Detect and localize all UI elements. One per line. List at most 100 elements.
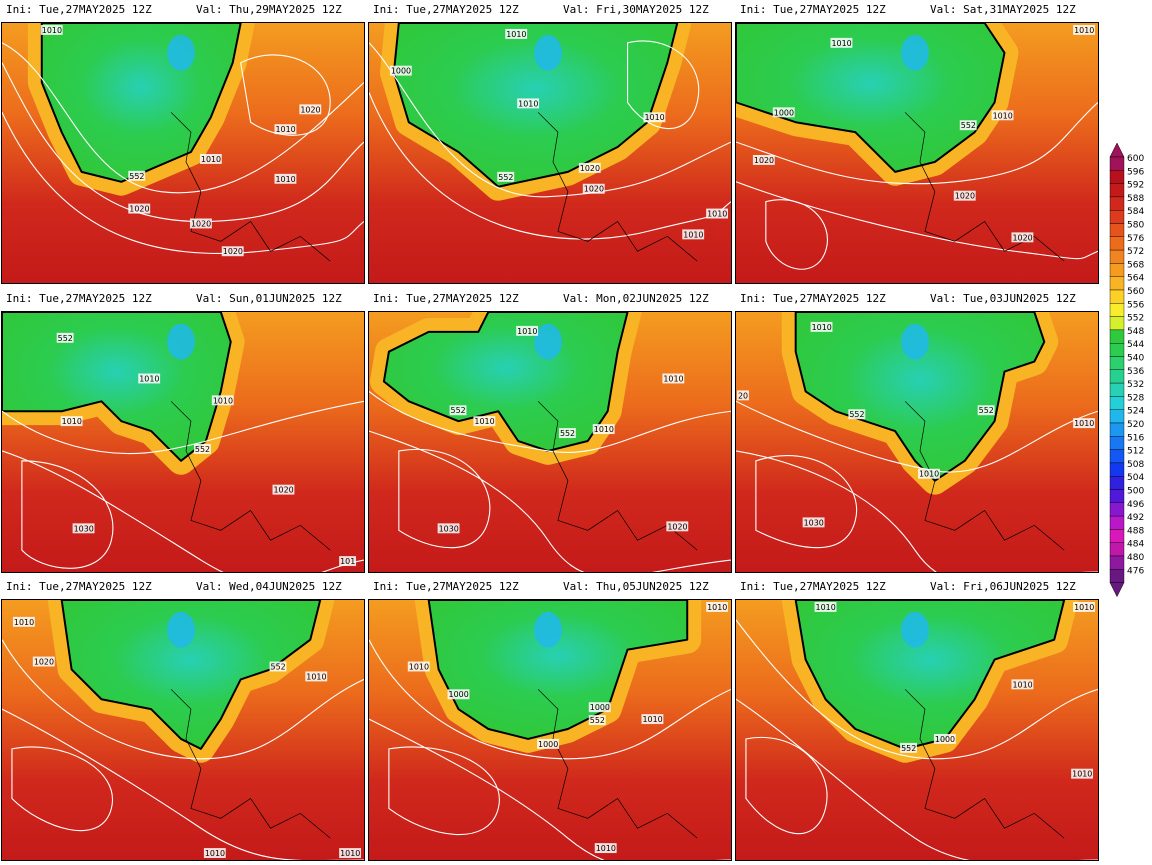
- colorbar-swatch: [1109, 183, 1125, 198]
- colorbar-swatch: [1109, 476, 1125, 490]
- cold-core: [901, 323, 929, 360]
- colorbar-tick-label: 536: [1127, 367, 1144, 377]
- panel-header: Ini: Tue,27MAY2025 12Z Val: Wed,04JUN2025…: [0, 577, 366, 597]
- forecast-map: 1010 1020 1010 1010 1020 1010 552 1020 1020: [1, 22, 365, 284]
- forecast-map: 552 1010 1010 1010 552 1020 1030 101: [1, 311, 365, 573]
- height-contour-label: 552: [979, 406, 994, 415]
- isobar-line: [21, 460, 114, 569]
- isobar-label: 1020: [34, 658, 54, 667]
- isobar-label: 1010: [205, 849, 225, 858]
- trough-552-contour: [60, 600, 322, 750]
- colorbar-swatch: [1109, 289, 1125, 304]
- colorbar-swatch: [1109, 196, 1125, 211]
- colorbar-tick-label: 484: [1127, 540, 1144, 550]
- isobar-label: 1010: [474, 417, 494, 426]
- isobar-label: 1010: [1074, 26, 1094, 35]
- coastline: [537, 112, 698, 262]
- map-panel: Ini: Tue,27MAY2025 12Z Val: Sat,31MAY2025…: [734, 0, 1100, 288]
- isobar-line: [369, 390, 731, 453]
- colorbar-swatch: [1109, 342, 1125, 357]
- panel-header: Ini: Tue,27MAY2025 12Z Val: Fri,30MAY2025…: [367, 0, 733, 20]
- height-contour-label: 552: [195, 445, 210, 454]
- valid-time-label: Val: Mon,02JUN2025 12Z: [563, 292, 709, 305]
- isobar-label: 1010: [644, 113, 664, 122]
- valid-time-label: Val: Fri,06JUN2025 12Z: [930, 580, 1076, 593]
- colorbar-tick-label: 592: [1127, 181, 1144, 191]
- valid-time-label: Val: Thu,29MAY2025 12Z: [196, 3, 342, 16]
- colorbar-tick-label: 500: [1127, 487, 1144, 497]
- colorbar-swatch: [1109, 542, 1125, 557]
- panel-header: Ini: Tue,27MAY2025 12Z Val: Sun,01JUN2025…: [0, 289, 366, 309]
- colorbar-tick-label: 556: [1127, 300, 1144, 310]
- isobar-label: 1020: [584, 185, 604, 194]
- height-contour-label: 552: [590, 716, 605, 725]
- isobar-label: 1010: [1074, 419, 1094, 428]
- cold-core: [901, 611, 929, 648]
- isobar-label: 1020: [754, 156, 774, 165]
- isobar-label: 1020: [191, 219, 211, 228]
- colorbar-tick-label: 568: [1127, 260, 1144, 270]
- isobar-label: 1010: [707, 210, 727, 219]
- isobar-line: [398, 448, 491, 549]
- isobar-line: [369, 639, 731, 760]
- colorbar-tick-label: 524: [1127, 407, 1144, 417]
- cold-core: [534, 611, 562, 648]
- colorbar-tick-label: 480: [1127, 553, 1144, 563]
- colorbar-tick-label: 576: [1127, 234, 1144, 244]
- init-time-label: Ini: Tue,27MAY2025 12Z: [740, 580, 886, 593]
- colorbar-up-arrow: [1109, 142, 1125, 158]
- colorbar-swatch: [1109, 409, 1125, 424]
- colorbar-tick-label: 496: [1127, 500, 1144, 510]
- panel-header: Ini: Tue,27MAY2025 12Z Val: Thu,29MAY2025…: [0, 0, 366, 20]
- isobar-label: 1020: [129, 205, 149, 214]
- colorbar-tick-label: 544: [1127, 340, 1144, 350]
- coastline: [904, 689, 1065, 839]
- colorbar-tick-label: 560: [1127, 287, 1144, 297]
- isobar-line: [388, 746, 500, 836]
- isobar-label: 1010: [707, 603, 727, 612]
- colorbar-swatch: [1109, 170, 1125, 184]
- colorbar-swatch: [1109, 396, 1125, 410]
- map-panel: Ini: Tue,27MAY2025 12Z Val: Thu,05JUN2025…: [367, 577, 733, 865]
- colorbar-tick-label: 600: [1127, 154, 1144, 164]
- cold-core: [534, 323, 562, 360]
- isobar-label: 1010: [831, 39, 851, 48]
- coastline: [170, 689, 331, 839]
- isobar-line: [736, 450, 1098, 572]
- colorbar-swatch: [1109, 436, 1125, 450]
- isobar-label: 1000: [774, 108, 794, 117]
- isobar-label: 1020: [1012, 233, 1032, 242]
- isobar-label: 1010: [1072, 770, 1092, 779]
- isobar-line: [2, 708, 364, 860]
- init-time-label: Ini: Tue,27MAY2025 12Z: [6, 292, 152, 305]
- height-contour-label: 552: [961, 121, 976, 130]
- coastline: [904, 112, 1065, 262]
- isobar-label: 1000: [590, 703, 610, 712]
- forecast-map: 1010 552 552 1010 1030 1010 20: [735, 311, 1099, 573]
- init-time-label: Ini: Tue,27MAY2025 12Z: [740, 3, 886, 16]
- colorbar-tick-label: 584: [1127, 207, 1144, 217]
- isobar-label: 1010: [340, 849, 360, 858]
- map-panel: Ini: Tue,27MAY2025 12Z Val: Fri,30MAY2025…: [367, 0, 733, 288]
- coastline: [904, 401, 1065, 551]
- isobar-label: 1010: [596, 844, 616, 853]
- colorbar-swatch: [1109, 276, 1125, 291]
- panel-header: Ini: Tue,27MAY2025 12Z Val: Mon,02JUN2025…: [367, 289, 733, 309]
- colorbar-swatch: [1109, 263, 1125, 277]
- forecast-map: 1010 1000 1010 552 1010 1020 1020 1020: [735, 22, 1099, 284]
- isobar-line: [736, 181, 1098, 260]
- colorbar-swatch: [1109, 422, 1125, 437]
- isobar-label: 1020: [300, 105, 320, 114]
- height-contour-label: 552: [271, 662, 286, 671]
- isobar-label: 1010: [812, 323, 832, 332]
- isobar-line: [369, 430, 731, 572]
- map-panel: Ini: Tue,27MAY2025 12Z Val: Wed,04JUN2025…: [0, 577, 366, 865]
- height-contour-label: 552: [560, 429, 575, 438]
- isobar-label: 1010: [518, 99, 538, 108]
- isobar-label: 1010: [517, 327, 537, 336]
- isobar-label: 1010: [409, 662, 429, 671]
- colorbar-tick-label: 548: [1127, 327, 1144, 337]
- colorbar-swatch: [1109, 569, 1125, 583]
- isobar-line: [240, 54, 331, 136]
- colorbar-swatch: [1109, 489, 1125, 504]
